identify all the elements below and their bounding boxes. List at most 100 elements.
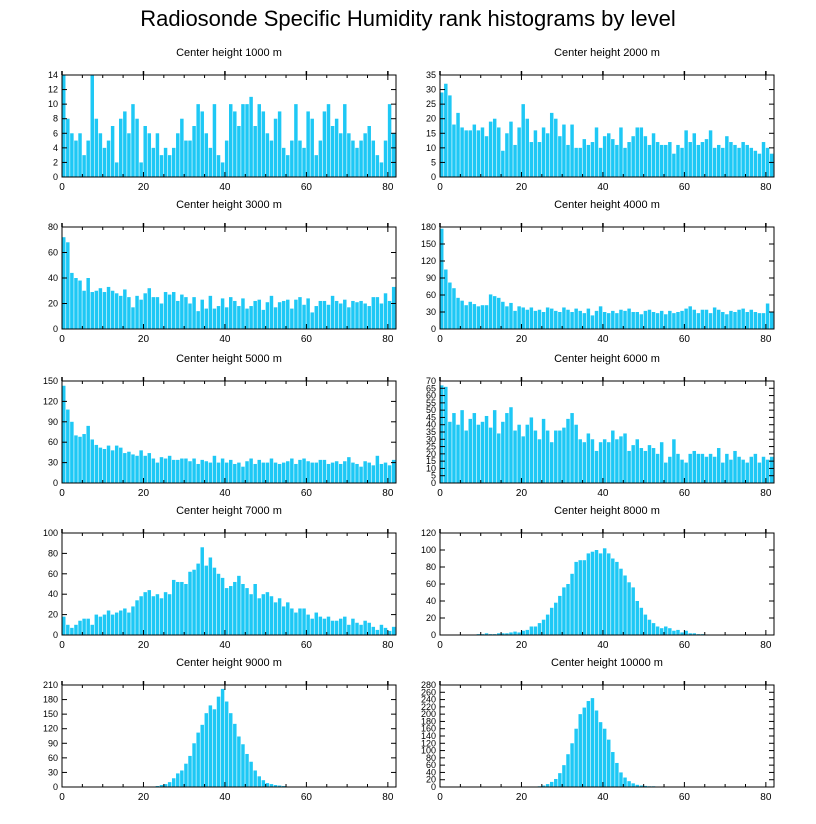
histogram-bar [525,118,530,177]
histogram-bar [151,147,156,177]
histogram-bar [607,739,611,787]
histogram-bar [281,606,286,635]
histogram-bar [224,701,229,787]
histogram-bar [322,300,327,329]
histogram-bar [147,133,152,177]
histogram-bar [155,133,160,177]
histogram-bar [497,433,501,483]
histogram-bar [94,614,99,635]
histogram-bar [127,297,131,329]
y-tick-label: 240 [421,695,436,705]
histogram-bar [338,133,343,177]
histogram-bar [367,306,371,329]
histogram-bar [171,147,176,177]
histogram-bar [334,620,339,635]
histogram-bar [371,140,376,177]
histogram-bar [277,111,282,177]
histogram-bar [558,136,562,177]
plot-frame [61,74,397,178]
histogram-bar [237,126,241,177]
x-tick-label: 0 [59,334,65,345]
x-tick-label: 40 [597,640,609,651]
histogram-bar [558,312,562,329]
y-tick-label: 100 [421,746,436,756]
histogram-bar [631,587,635,635]
histogram-bar [696,144,701,177]
histogram-bar [509,632,513,635]
y-tick-label: 45 [426,412,436,422]
histogram-bar [554,310,558,329]
histogram-bar [367,462,371,483]
histogram-bar [318,300,323,329]
histogram-bar [668,142,672,177]
histogram-bar [769,312,774,329]
x-tick-label: 20 [516,792,528,803]
histogram-bar [286,602,290,635]
x-tick-label: 0 [59,182,65,193]
histogram-bar [66,624,70,635]
histogram-bar [472,413,477,483]
histogram-bar [631,445,635,483]
histogram-bar [261,462,266,483]
histogram-bar [375,629,380,635]
histogram-bar [212,455,217,483]
x-tick-label: 20 [138,488,150,499]
histogram-bar [533,626,538,635]
histogram-bar [245,308,249,329]
histogram-bar [749,309,754,329]
y-tick-label: 100 [421,545,436,555]
histogram-bar [623,777,627,787]
histogram-bar [729,459,733,483]
histogram-bar [692,633,697,635]
x-tick-label: 80 [760,334,772,345]
histogram-bar [509,121,513,177]
histogram-bar [521,104,525,177]
x-tick-label: 20 [138,640,150,651]
histogram-panel: Center height 3000 m 0 20 40 60 80 0 20 40 60 80 [48,199,397,345]
x-tick-label: 60 [679,792,691,803]
histogram-bar [135,455,139,483]
histogram-bar [578,560,582,635]
histogram-bar [448,282,452,329]
histogram-bar [635,439,639,483]
histogram-bar [139,596,143,635]
histogram-bar [224,462,229,483]
histogram-bar [769,153,774,177]
histogram-bar [492,296,497,329]
histogram-bar [562,307,566,329]
x-tick-label: 60 [679,488,691,499]
histogram-bar [484,305,489,329]
histogram-bar [554,118,558,177]
y-tick-label: 160 [421,724,436,734]
histogram-bar [562,427,566,483]
y-tick-label: 20 [48,610,58,620]
histogram-bar [224,140,229,177]
x-tick-label: 0 [437,334,443,345]
histogram-bar [159,785,164,787]
histogram-bar [90,292,94,329]
histogram-bar [655,313,660,329]
histogram-bar [326,616,331,635]
histogram-bar [594,310,599,329]
histogram-bar [440,228,444,329]
histogram-bar [322,459,327,483]
histogram-bar [529,142,534,177]
histogram-bar [66,242,70,329]
histogram-bar [590,698,595,787]
histogram-bar [131,606,135,635]
histogram-bar [745,312,749,329]
histogram-bar [220,577,225,635]
histogram-bar [66,409,70,483]
histogram-bar [753,312,758,329]
histogram-bar [269,295,274,329]
histogram-bar [383,627,388,635]
histogram-bar [229,586,233,635]
histogram-bar [387,300,392,329]
histogram-panel: Center height 7000 m 0 20 40 60 80 0 20 40 60 80 10… [43,505,397,651]
histogram-bar [290,608,294,635]
histogram-bar [188,461,192,483]
x-tick-label: 80 [382,334,394,345]
x-tick-label: 60 [301,334,313,345]
histogram-bar [733,312,737,329]
histogram-bar [127,451,131,483]
